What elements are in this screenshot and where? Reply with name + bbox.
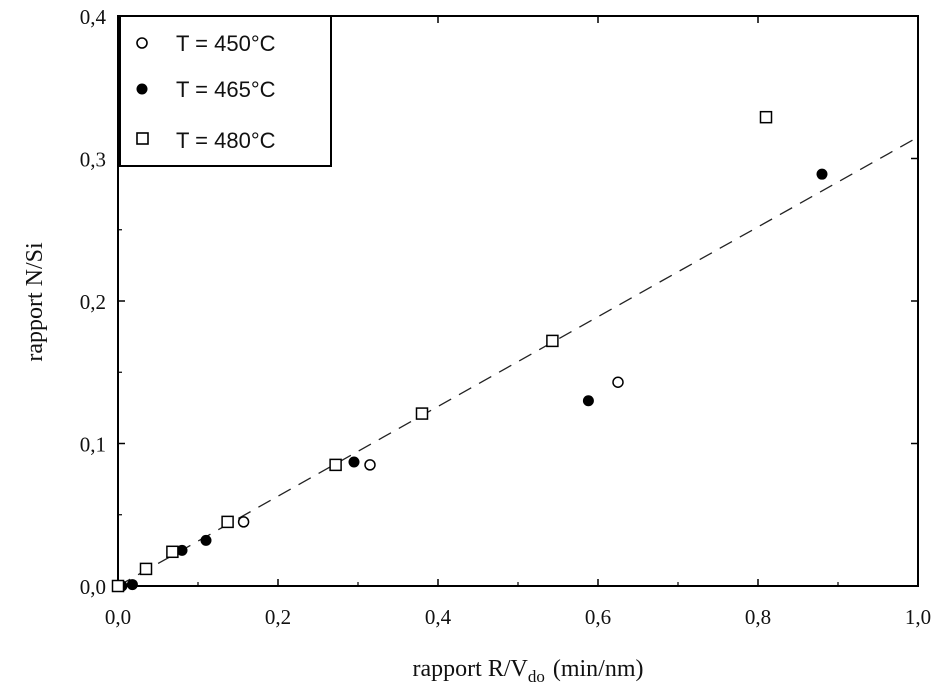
legend-marker-open-circle xyxy=(136,37,148,49)
x-axis-title-subscript: do xyxy=(528,667,545,686)
axes: 0,0 0,2 0,4 0,6 0,8 1,0 0,0 0,1 0,2 0,3 0,4 xyxy=(80,5,931,629)
x-tick-label: 0,0 xyxy=(105,605,131,629)
fit-line-group xyxy=(117,136,919,587)
point-480 xyxy=(415,407,429,420)
point-480 xyxy=(111,579,125,593)
fit-line xyxy=(117,136,919,587)
point-480 xyxy=(166,545,179,559)
point-465 xyxy=(348,456,360,468)
x-axis-title: rapport R/Vdo (min/nm) xyxy=(413,656,644,686)
point-465 xyxy=(582,395,594,407)
x-tick-label: 0,2 xyxy=(265,605,291,629)
point-480 xyxy=(329,458,342,472)
data-points xyxy=(111,110,828,593)
x-tick-label: 1,0 xyxy=(905,605,931,629)
legend-label-480: T = 480°C xyxy=(176,128,276,153)
point-480 xyxy=(139,562,153,576)
y-tick-label: 0,3 xyxy=(80,148,106,172)
x-tick-label: 0,4 xyxy=(425,605,452,629)
legend-box xyxy=(119,15,332,167)
y-axis-title: rapport N/Si xyxy=(22,242,48,362)
point-450 xyxy=(364,459,376,471)
point-480 xyxy=(221,515,234,529)
point-465 xyxy=(816,168,828,180)
legend-label-450: T = 450°C xyxy=(176,31,276,56)
x-tick-label: 0,6 xyxy=(585,605,611,629)
y-tick-label: 0,4 xyxy=(80,5,107,29)
point-465 xyxy=(176,544,188,556)
y-tick-label: 0,1 xyxy=(80,433,106,457)
legend-marker-open-square xyxy=(136,132,149,145)
point-465 xyxy=(126,579,138,591)
legend-marker-filled-circle xyxy=(136,83,148,95)
point-450 xyxy=(237,516,250,528)
x-tick-label: 0,8 xyxy=(745,605,771,629)
point-450 xyxy=(612,376,624,388)
legend-label-465: T = 465°C xyxy=(176,77,276,102)
y-tick-label: 0,2 xyxy=(80,290,106,314)
legend: T = 450°C T = 465°C T = 480°C xyxy=(119,15,332,167)
x-axis-title-unit: (min/nm) xyxy=(553,656,644,682)
x-axis-title-main: rapport R/V xyxy=(413,656,529,682)
point-465 xyxy=(200,534,212,546)
point-480 xyxy=(546,334,559,348)
y-tick-label: 0,0 xyxy=(80,575,106,599)
point-480 xyxy=(759,110,773,124)
